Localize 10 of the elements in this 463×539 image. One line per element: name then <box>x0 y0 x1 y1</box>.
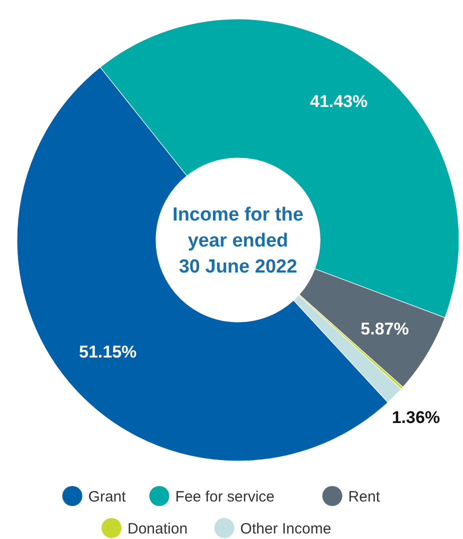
legend-label: Grant <box>88 488 127 506</box>
data-label: 1.36% <box>392 408 440 427</box>
legend-label: Fee for service <box>175 488 275 506</box>
legend-label: Donation <box>128 520 188 538</box>
legend-label: Other Income <box>240 520 332 538</box>
data-label: 51.15% <box>79 342 137 362</box>
text: Income for the year ended 30 June 2022 <box>172 204 304 278</box>
data-label: 41.43% <box>310 92 368 112</box>
legend-label: Rent <box>348 488 381 506</box>
data-label: 5.87% <box>360 320 409 339</box>
